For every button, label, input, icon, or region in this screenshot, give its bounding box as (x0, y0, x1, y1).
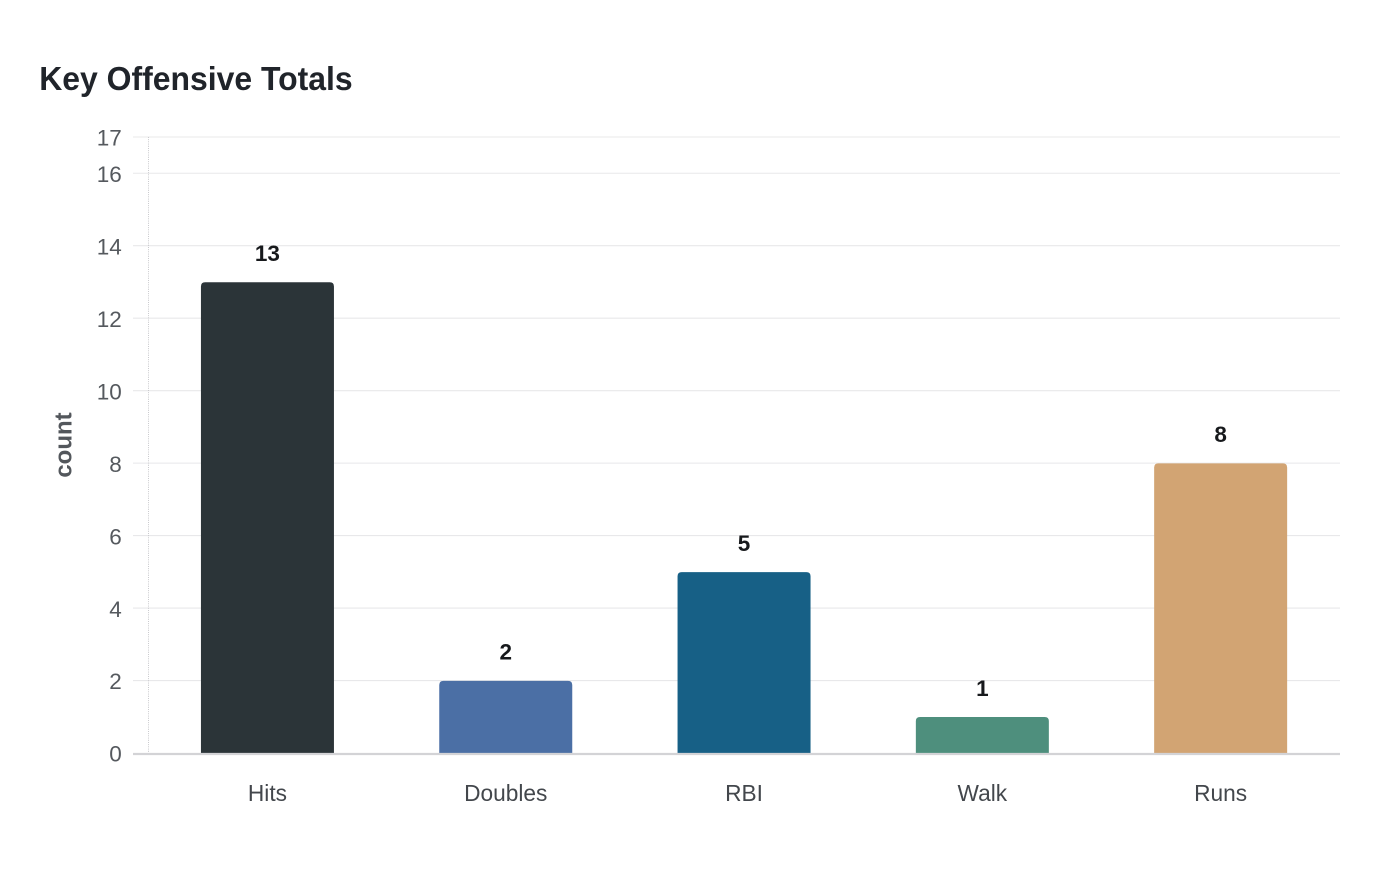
svg-text:Walk: Walk (958, 780, 1008, 806)
svg-text:0: 0 (109, 742, 122, 767)
svg-text:2: 2 (109, 669, 122, 694)
svg-text:Runs: Runs (1194, 780, 1247, 806)
svg-text:count: count (50, 412, 77, 477)
svg-text:17: 17 (97, 126, 122, 151)
svg-text:14: 14 (97, 234, 122, 259)
svg-text:8: 8 (1214, 422, 1227, 447)
svg-text:2: 2 (499, 640, 512, 665)
svg-text:12: 12 (97, 307, 122, 332)
svg-text:10: 10 (97, 379, 122, 404)
svg-text:13: 13 (255, 241, 280, 266)
svg-text:6: 6 (109, 524, 122, 549)
svg-text:Key Offensive Totals: Key Offensive Totals (39, 60, 353, 97)
svg-text:Hits: Hits (248, 780, 287, 806)
svg-text:8: 8 (109, 452, 122, 477)
svg-text:4: 4 (109, 597, 122, 622)
svg-text:Doubles: Doubles (464, 780, 547, 806)
svg-text:5: 5 (738, 531, 751, 556)
svg-text:RBI: RBI (725, 780, 763, 806)
svg-text:16: 16 (97, 162, 122, 187)
svg-text:1: 1 (976, 676, 989, 701)
